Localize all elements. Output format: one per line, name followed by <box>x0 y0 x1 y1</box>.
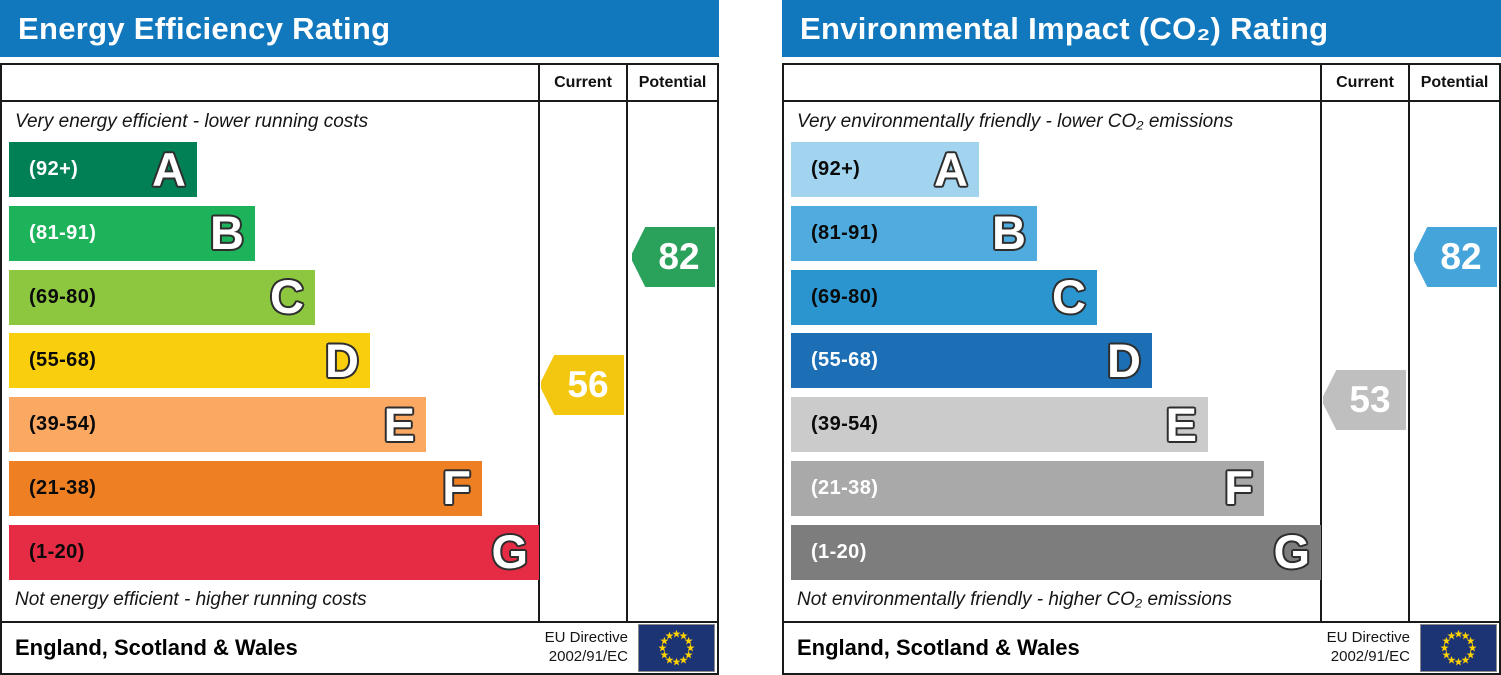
band-range-label: (1-20) <box>29 540 85 563</box>
co2-scale-header-spacer <box>784 65 1322 100</box>
energy-table-header: Current Potential <box>2 65 717 102</box>
band-b: (81-91) B <box>9 205 255 261</box>
band-letter: A <box>934 142 968 196</box>
co2-current-column: 53 <box>1322 102 1410 621</box>
band-c: (69-80) C <box>9 269 315 325</box>
band-range-label: (39-54) <box>811 413 879 436</box>
band-range-label: (81-91) <box>811 221 879 244</box>
band-a: (92+) A <box>791 142 979 197</box>
eu-directive-line1: EU Directive <box>1326 629 1410 647</box>
band-range-label: (92+) <box>811 158 861 180</box>
energy-top-caption: Very energy efficient - lower running co… <box>15 111 369 132</box>
band-letter: E <box>1165 397 1197 451</box>
band-d: (55-68) D <box>9 333 370 389</box>
band-f: (21-38) F <box>791 460 1264 516</box>
environmental-impact-panel: Environmental Impact (CO₂) Rating Curren… <box>782 0 1501 675</box>
energy-region-label: England, Scotland & Wales <box>15 635 298 660</box>
energy-potential-arrow: 82 <box>632 227 715 287</box>
band-g: (1-20) G <box>791 524 1321 580</box>
co2-chart-title: Environmental Impact (CO₂) Rating <box>800 10 1329 46</box>
energy-eu-directive-label: EU Directive 2002/91/EC <box>545 629 628 667</box>
band-letter: D <box>325 333 359 387</box>
co2-table-footer: England, Scotland & Wales EU Directive 2… <box>784 621 1499 673</box>
energy-current-column-header: Current <box>540 65 628 100</box>
energy-bottom-caption: Not energy efficient - higher running co… <box>15 589 367 611</box>
band-range-label: (92+) <box>29 158 79 180</box>
eu-directive-line1: EU Directive <box>544 629 628 647</box>
energy-current-value: 56 <box>567 364 609 405</box>
band-range-label: (21-38) <box>29 476 97 499</box>
band-a: (92+) A <box>9 142 197 197</box>
eu-flag-icon <box>638 624 715 672</box>
co2-top-caption: Very environmentally friendly - lower CO… <box>797 111 1234 132</box>
energy-chart-title: Energy Efficiency Rating <box>18 10 391 46</box>
band-range-label: (69-80) <box>29 285 97 308</box>
band-range-label: (55-68) <box>29 349 97 372</box>
co2-bottom-caption: Not environmentally friendly - higher CO… <box>797 589 1232 611</box>
band-range-label: (39-54) <box>29 413 97 436</box>
energy-table-footer: England, Scotland & Wales EU Directive 2… <box>2 621 717 673</box>
energy-scale-column: Very energy efficient - lower running co… <box>2 102 540 621</box>
co2-potential-column: 82 <box>1410 102 1499 621</box>
co2-current-arrow: 53 <box>1323 370 1406 430</box>
co2-eu-directive-label: EU Directive 2002/91/EC <box>1327 629 1410 667</box>
band-c: (69-80) C <box>791 269 1097 325</box>
energy-potential-value: 82 <box>658 236 700 277</box>
band-letter: D <box>1107 333 1141 387</box>
band-f: (21-38) F <box>9 460 482 516</box>
band-range-label: (55-68) <box>811 349 879 372</box>
band-letter: G <box>491 525 528 579</box>
band-letter: F <box>1224 461 1253 515</box>
band-letter: F <box>442 461 471 515</box>
co2-current-value: 53 <box>1349 379 1391 420</box>
co2-region-label: England, Scotland & Wales <box>797 635 1080 660</box>
co2-table-header: Current Potential <box>784 65 1499 102</box>
band-range-label: (69-80) <box>811 285 879 308</box>
co2-potential-column-header: Potential <box>1420 73 1489 91</box>
band-letter: C <box>1052 270 1086 324</box>
energy-rating-bands: (92+) A (81-91) B (69-80) C (55-68) D (39-54) E (2… <box>2 142 539 580</box>
band-letter: B <box>210 206 244 260</box>
energy-efficiency-panel: Energy Efficiency Rating Current Potenti… <box>0 0 719 675</box>
eu-directive-line2: 2002/91/EC <box>548 648 628 665</box>
co2-title-bar: Environmental Impact (CO₂) Rating <box>782 0 1501 57</box>
band-letter: A <box>152 142 186 196</box>
co2-rating-table: Current Potential Very environmentally f… <box>782 63 1501 675</box>
co2-scale-column: Very environmentally friendly - lower CO… <box>784 102 1322 621</box>
energy-title-bar: Energy Efficiency Rating <box>0 0 719 57</box>
band-range-label: (1-20) <box>811 540 867 563</box>
eu-directive-line2: 2002/91/EC <box>1330 648 1410 665</box>
band-e: (39-54) E <box>791 397 1208 453</box>
energy-potential-column-header: Potential <box>638 73 707 91</box>
band-e: (39-54) E <box>9 397 426 453</box>
co2-table-body: Very environmentally friendly - lower CO… <box>784 102 1499 621</box>
band-letter: E <box>383 397 415 451</box>
band-range-label: (21-38) <box>811 476 879 499</box>
energy-current-column: 56 <box>540 102 628 621</box>
energy-scale-header-spacer <box>2 65 540 100</box>
co2-current-column-header: Current <box>1322 65 1410 100</box>
band-letter: G <box>1273 525 1310 579</box>
co2-rating-bands: (92+) A (81-91) B (69-80) C (55-68) D (39-54) E (2… <box>784 142 1321 580</box>
co2-potential-arrow: 82 <box>1414 227 1497 287</box>
energy-rating-table: Current Potential Very energy efficient … <box>0 63 719 675</box>
energy-table-body: Very energy efficient - lower running co… <box>2 102 717 621</box>
band-g: (1-20) G <box>9 524 539 580</box>
band-b: (81-91) B <box>791 205 1037 261</box>
co2-potential-value: 82 <box>1440 236 1482 277</box>
band-letter: C <box>270 270 304 324</box>
band-letter: B <box>992 206 1026 260</box>
band-range-label: (81-91) <box>29 221 97 244</box>
eu-flag-icon <box>1420 624 1497 672</box>
band-d: (55-68) D <box>791 333 1152 389</box>
energy-potential-column: 82 <box>628 102 717 621</box>
energy-current-arrow: 56 <box>541 355 624 415</box>
